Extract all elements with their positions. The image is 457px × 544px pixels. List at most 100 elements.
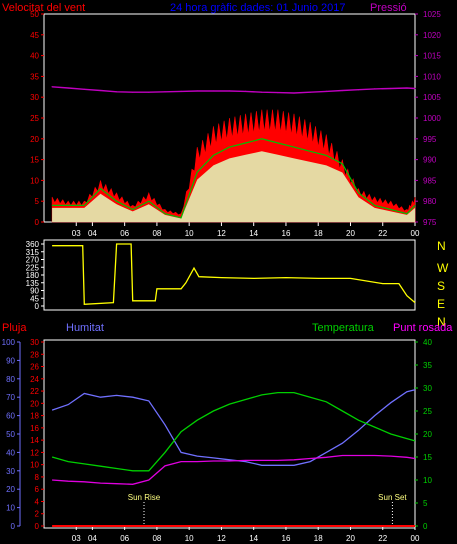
pressure-point [164, 91, 166, 93]
wind-speed-axis-label: Velocitat del vent [2, 2, 85, 14]
pressure-axis-tick-label: 1020 [423, 31, 441, 40]
pressure-point [245, 90, 247, 92]
x-axis-tick-label: 03 [72, 229, 81, 238]
wind-axis-tick-label: 40 [30, 52, 39, 61]
direction-axis-tick-label: 360 [26, 240, 40, 249]
pressure-point [180, 90, 182, 92]
rain-axis-tick-label: 10 [30, 461, 39, 470]
direction-axis-tick-label: 135 [26, 279, 40, 288]
pressure-point [83, 88, 85, 90]
x-axis-tick-label: 12 [217, 229, 226, 238]
direction-axis-tick-label: 270 [26, 256, 40, 265]
wind-axis-tick-label: 5 [35, 197, 40, 206]
pressure-axis-tick-label: 980 [423, 197, 437, 206]
pressure-axis-tick-label: 1025 [423, 10, 441, 19]
rain-axis-tick-label: 2 [35, 510, 40, 519]
x-axis-tick-label: 20 [346, 534, 355, 543]
temperature-axis-tick-label: 35 [423, 361, 432, 370]
wind-axis-tick-label: 50 [30, 10, 39, 19]
rain-axis-tick-label: 22 [30, 387, 39, 396]
pressure-point [115, 91, 118, 93]
chart-title: 24 hora gràfic dades: 01 Junio 2017 [170, 2, 346, 14]
temperature-axis-label: Temperatura [312, 322, 375, 334]
rain-axis-tick-label: 14 [30, 436, 39, 445]
series-pressure-line [52, 86, 416, 94]
x-axis-tick-label: 08 [152, 534, 161, 543]
pressure-point [261, 91, 263, 93]
pressure-axis-tick-label: 1000 [423, 114, 441, 123]
series-temperature-line [51, 391, 416, 472]
wind-axis-tick-label: 25 [30, 114, 39, 123]
direction-panel-frame [43, 239, 416, 311]
humidity-axis-tick-label: 70 [6, 393, 15, 402]
x-axis-tick-label: 12 [217, 534, 226, 543]
pressure-point [414, 87, 416, 90]
humidity-axis-tick-label: 40 [6, 448, 15, 457]
dewpoint-axis-label: Punt rosada [393, 322, 453, 334]
humidity-axis-tick-label: 20 [6, 485, 15, 494]
temperature-axis-tick-label: 5 [423, 499, 428, 508]
pressure-axis-tick-label: 995 [423, 135, 437, 144]
humidity-axis-tick-label: 50 [6, 430, 15, 439]
pressure-point [196, 90, 198, 92]
rain-axis-tick-label: 24 [30, 375, 39, 384]
direction-axis-tick-label: 0 [35, 302, 40, 311]
pressure-point [212, 90, 214, 92]
wind-axis-tick-label: 15 [30, 156, 39, 165]
direction-letter-n-bottom: N [437, 315, 446, 329]
pressure-point [132, 91, 134, 93]
pressure-point [325, 90, 327, 92]
rain-axis-label: Pluja [2, 322, 27, 334]
sunrise-label: Sun Rise [128, 493, 161, 502]
direction-axis-tick-label: 180 [26, 271, 40, 280]
x-axis-tick-label: 16 [282, 229, 291, 238]
x-axis-tick-label: 10 [185, 534, 194, 543]
x-axis-tick-label: 14 [249, 534, 258, 543]
pressure-axis-tick-label: 1015 [423, 52, 441, 61]
humidity-axis-tick-label: 60 [6, 412, 15, 421]
x-axis-tick-label: 18 [314, 229, 323, 238]
x-axis-tick-label: 18 [314, 534, 323, 543]
x-axis-tick-label: 22 [378, 534, 387, 543]
humidity-axis-tick-label: 100 [2, 338, 16, 347]
rain-axis-tick-label: 6 [35, 485, 40, 494]
temperature-axis-tick-label: 40 [423, 338, 432, 347]
series-humidity-line [51, 389, 416, 466]
temperature-axis-tick-label: 30 [423, 384, 432, 393]
rain-axis-tick-label: 4 [35, 497, 40, 506]
pressure-point [51, 86, 53, 88]
x-axis-tick-label: 08 [152, 229, 161, 238]
pressure-axis-tick-label: 985 [423, 176, 437, 185]
series-wind-gust-line [52, 138, 416, 219]
x-axis-tick-label: 10 [185, 229, 194, 238]
pressure-point [277, 92, 279, 94]
pressure-point [341, 89, 344, 92]
rain-axis-tick-label: 30 [30, 338, 39, 347]
temperature-axis-tick-label: 0 [423, 522, 428, 531]
wind-axis-tick-label: 45 [30, 31, 39, 40]
wind-axis-tick-label: 20 [30, 135, 39, 144]
humidity-axis-tick-label: 80 [6, 375, 15, 384]
series-wind-base-area [52, 151, 415, 222]
humidity-axis-tick-label: 90 [6, 356, 15, 365]
sunset-label: Sun Set [378, 493, 407, 502]
pressure-axis-tick-label: 975 [423, 218, 437, 227]
humidity-axis-tick-label: 0 [11, 522, 16, 531]
x-axis-tick-label: 04 [88, 229, 97, 238]
x-axis-tick-label: 22 [378, 229, 387, 238]
series-wind-direction-line [52, 243, 416, 305]
pressure-point [390, 87, 392, 90]
x-axis-tick-label: 14 [249, 229, 258, 238]
temperature-axis-tick-label: 25 [423, 407, 432, 416]
x-axis-tick-label: 00 [411, 534, 420, 543]
pressure-point [148, 91, 150, 93]
temperature-axis-tick-label: 15 [423, 453, 432, 462]
rain-axis-tick-label: 28 [30, 350, 39, 359]
pressure-point [374, 88, 376, 90]
direction-letter-s: S [437, 279, 445, 293]
humidity-axis-label: Humitat [66, 322, 104, 334]
rain-axis-tick-label: 8 [35, 473, 40, 482]
pressure-axis-tick-label: 1005 [423, 93, 441, 102]
pressure-point [67, 87, 69, 89]
